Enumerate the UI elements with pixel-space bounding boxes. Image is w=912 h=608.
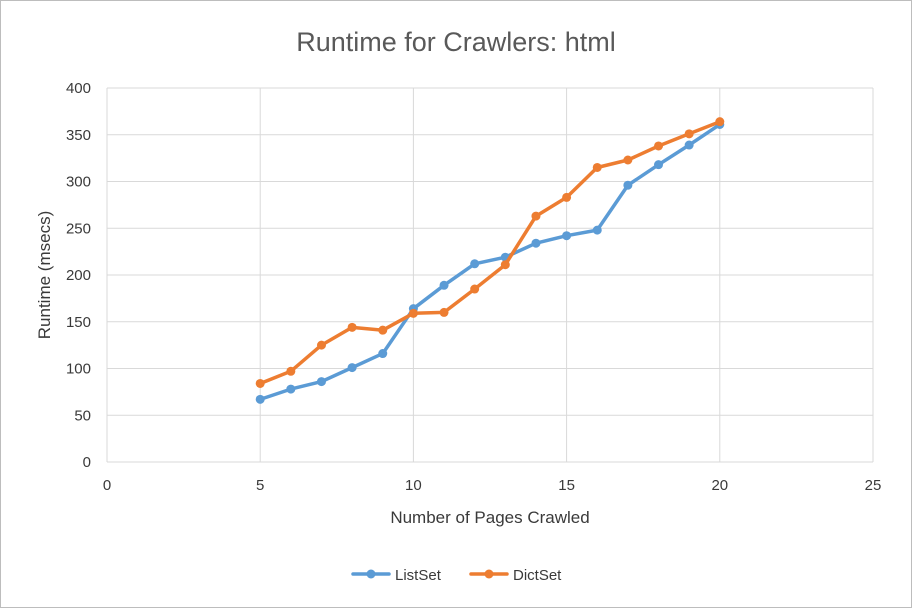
data-point xyxy=(408,308,418,318)
series-dictset xyxy=(255,117,725,388)
data-point xyxy=(286,366,296,376)
y-tick-label: 0 xyxy=(83,454,91,471)
series-listset xyxy=(255,119,725,404)
y-tick-label: 400 xyxy=(66,80,91,97)
legend-label: DictSet xyxy=(513,567,562,584)
series-line xyxy=(258,122,722,402)
data-point xyxy=(715,117,725,127)
data-point xyxy=(531,211,541,221)
data-point xyxy=(562,192,572,202)
y-tick-label: 100 xyxy=(66,361,91,378)
series-lines xyxy=(255,117,725,404)
y-tick-label: 350 xyxy=(66,127,91,144)
data-point xyxy=(592,225,602,235)
legend-label: ListSet xyxy=(395,567,442,584)
data-point xyxy=(378,325,388,335)
y-tick-label: 300 xyxy=(66,174,91,191)
data-point xyxy=(316,340,326,350)
data-point xyxy=(378,349,388,359)
data-point xyxy=(470,284,480,294)
data-point xyxy=(255,378,265,388)
data-point xyxy=(316,377,326,387)
data-point xyxy=(470,259,480,269)
legend-swatch-marker xyxy=(484,569,494,579)
data-point xyxy=(562,231,572,241)
data-point xyxy=(623,155,633,165)
x-tick-label: 5 xyxy=(256,477,264,494)
data-point xyxy=(347,322,357,332)
series-line xyxy=(258,119,722,386)
data-point xyxy=(286,384,296,394)
y-tick-label: 250 xyxy=(66,220,91,237)
x-tick-label: 10 xyxy=(405,477,422,494)
y-tick-label: 50 xyxy=(74,407,91,424)
y-tick-label: 200 xyxy=(66,267,91,284)
data-point xyxy=(592,162,602,172)
x-tick-label: 0 xyxy=(103,477,111,494)
data-point xyxy=(623,180,633,190)
x-tick-label: 20 xyxy=(711,477,728,494)
data-point xyxy=(347,363,357,373)
data-point xyxy=(255,394,265,404)
y-tick-label: 150 xyxy=(66,314,91,331)
data-point xyxy=(500,260,510,270)
data-point xyxy=(684,129,694,139)
data-point xyxy=(654,160,664,170)
x-tick-label: 15 xyxy=(558,477,575,494)
legend: ListSet DictSet xyxy=(351,567,562,584)
y-axis-title: Runtime (msecs) xyxy=(35,211,54,339)
x-tick-label: 25 xyxy=(865,477,882,494)
tick-labels: 0 50 100 150 200 250 300 350 400 0 5 10 15 20 25 xyxy=(66,80,881,494)
data-point xyxy=(439,280,449,290)
legend-item: DictSet xyxy=(469,567,562,584)
x-axis-title: Number of Pages Crawled xyxy=(390,508,589,527)
legend-item: ListSet xyxy=(351,567,442,584)
chart-title: Runtime for Crawlers: html xyxy=(296,27,616,57)
data-point xyxy=(684,140,694,150)
data-point xyxy=(439,307,449,317)
legend-swatch-marker xyxy=(366,569,376,579)
data-point xyxy=(531,238,541,248)
data-point xyxy=(654,141,664,151)
